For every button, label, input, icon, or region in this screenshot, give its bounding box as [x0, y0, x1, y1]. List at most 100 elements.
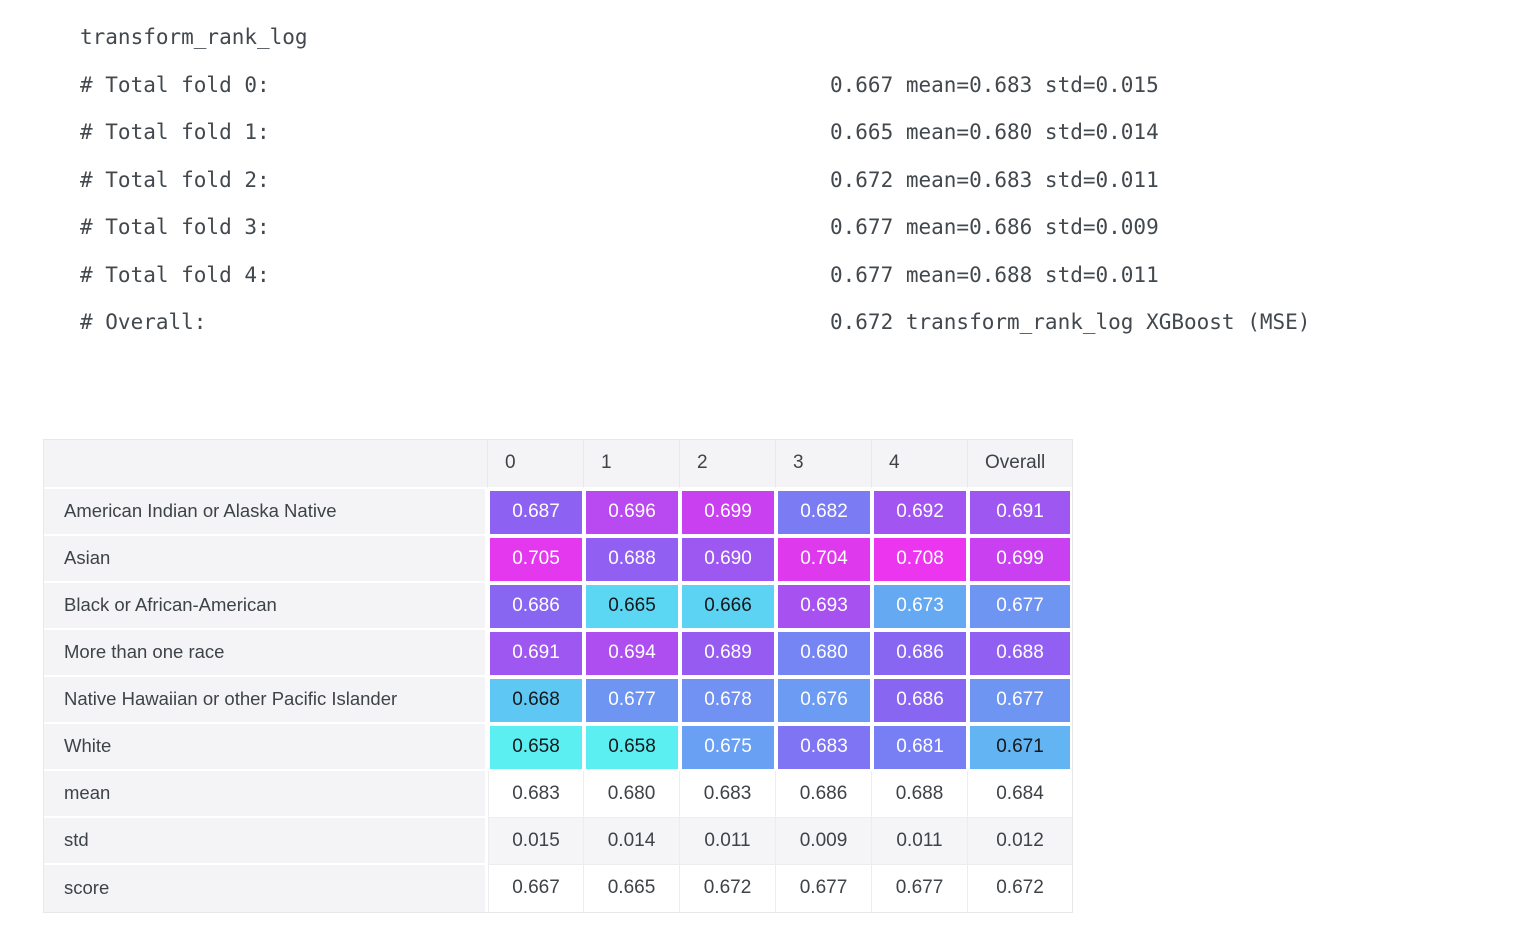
value-cell: 0.684 — [968, 770, 1072, 818]
heat-cell: 0.692 — [872, 488, 968, 536]
log-line-value: 0.672 mean=0.683 std=0.011 — [830, 167, 1159, 192]
log-line-value: 0.677 mean=0.686 std=0.009 — [830, 215, 1159, 239]
heat-cell: 0.686 — [872, 676, 968, 724]
heat-cell: 0.680 — [776, 629, 872, 677]
value-cell: 0.014 — [584, 817, 680, 865]
row-label: Native Hawaiian or other Pacific Islande… — [44, 676, 488, 724]
value-cell: 0.665 — [584, 864, 680, 912]
row-label: score — [44, 864, 488, 912]
results-table: 0 1 2 3 4 Overall American Indian or Alaska N… — [43, 438, 1073, 913]
value-cell: 0.011 — [872, 817, 968, 865]
value-cell: 0.680 — [584, 770, 680, 818]
value-cell: 0.667 — [488, 864, 584, 912]
corner-header — [44, 439, 488, 489]
column-header: 2 — [680, 439, 776, 489]
table-row: Asian 0.705 0.688 0.690 0.704 0.708 0.699 — [44, 535, 1072, 583]
log-line-label: # Overall: — [80, 310, 207, 334]
log-line-value: 0.667 mean=0.683 std=0.015 — [830, 72, 1159, 97]
heat-cell: 0.668 — [488, 676, 584, 724]
log-line-label: # Total fold 2: — [80, 167, 270, 192]
value-cell: 0.009 — [776, 817, 872, 865]
heat-cell: 0.686 — [872, 629, 968, 677]
log-line: # Total fold 3: 0.677 mean=0.686 std=0.00… — [80, 204, 1528, 252]
heat-cell: 0.671 — [968, 723, 1072, 771]
column-header: 4 — [872, 439, 968, 489]
heat-cell: 0.675 — [680, 723, 776, 771]
table-row: More than one race 0.691 0.694 0.689 0.680 0.… — [44, 629, 1072, 677]
table-row: score 0.667 0.665 0.672 0.677 0.677 0.672 — [44, 864, 1072, 912]
row-label: Asian — [44, 535, 488, 583]
log-line: # Total fold 1: 0.665 mean=0.680 std=0.01… — [80, 109, 1528, 157]
heat-cell: 0.696 — [584, 488, 680, 536]
log-title: transform_rank_log — [80, 25, 308, 49]
log-line-value: 0.665 mean=0.680 std=0.014 — [830, 120, 1159, 144]
column-header: 0 — [488, 439, 584, 489]
log-line: # Overall: 0.672 transform_rank_log XGBoo… — [80, 299, 1528, 347]
table-row: std 0.015 0.014 0.011 0.009 0.011 0.012 — [44, 817, 1072, 865]
value-cell: 0.688 — [872, 770, 968, 818]
log-line-label: # Total fold 1: — [80, 120, 270, 144]
heat-cell: 0.666 — [680, 582, 776, 630]
heat-cell: 0.699 — [968, 535, 1072, 583]
value-cell: 0.683 — [680, 770, 776, 818]
value-cell: 0.677 — [776, 864, 872, 912]
heat-cell: 0.705 — [488, 535, 584, 583]
row-label: std — [44, 817, 488, 865]
row-label: White — [44, 723, 488, 771]
row-label: American Indian or Alaska Native — [44, 488, 488, 536]
heat-cell: 0.686 — [488, 582, 584, 630]
heat-cell: 0.677 — [968, 676, 1072, 724]
header-row: 0 1 2 3 4 Overall — [44, 439, 1072, 489]
value-cell: 0.683 — [488, 770, 584, 818]
table-row: White 0.658 0.658 0.675 0.683 0.681 0.671 — [44, 723, 1072, 771]
heat-cell: 0.681 — [872, 723, 968, 771]
table-row: mean 0.683 0.680 0.683 0.686 0.688 0.684 — [44, 770, 1072, 818]
value-cell: 0.672 — [680, 864, 776, 912]
heat-cell: 0.688 — [584, 535, 680, 583]
heat-cell: 0.689 — [680, 629, 776, 677]
row-label: More than one race — [44, 629, 488, 677]
heat-cell: 0.673 — [872, 582, 968, 630]
value-cell: 0.011 — [680, 817, 776, 865]
column-header: 3 — [776, 439, 872, 489]
value-cell: 0.686 — [776, 770, 872, 818]
heat-cell: 0.693 — [776, 582, 872, 630]
log-line: # Total fold 0: 0.667 mean=0.683 std=0.01… — [80, 62, 1528, 110]
row-label: mean — [44, 770, 488, 818]
heat-cell: 0.688 — [968, 629, 1072, 677]
value-cell: 0.677 — [872, 864, 968, 912]
table-row: American Indian or Alaska Native 0.687 0.6… — [44, 488, 1072, 536]
log-line: # Total fold 4: 0.677 mean=0.688 std=0.01… — [80, 252, 1528, 300]
log-line: # Total fold 2: 0.672 mean=0.683 std=0.01… — [80, 157, 1528, 205]
value-cell: 0.015 — [488, 817, 584, 865]
heat-cell: 0.658 — [584, 723, 680, 771]
heat-cell: 0.677 — [968, 582, 1072, 630]
heat-cell: 0.687 — [488, 488, 584, 536]
log-line-label: # Total fold 3: — [80, 215, 270, 239]
log-line-value: 0.672 transform_rank_log XGBoost (MSE) — [830, 310, 1311, 334]
heat-cell: 0.676 — [776, 676, 872, 724]
column-header: Overall — [968, 439, 1072, 489]
heat-cell: 0.690 — [680, 535, 776, 583]
value-cell: 0.672 — [968, 864, 1072, 912]
table-row: Black or African-American 0.686 0.665 0.666… — [44, 582, 1072, 630]
log-line-label: # Total fold 4: — [80, 262, 270, 287]
heat-cell: 0.691 — [488, 629, 584, 677]
heat-cell: 0.665 — [584, 582, 680, 630]
heat-cell: 0.708 — [872, 535, 968, 583]
heat-cell: 0.682 — [776, 488, 872, 536]
log-block: transform_rank_log # Total fold 0: 0.667 … — [80, 14, 1528, 347]
heat-cell: 0.699 — [680, 488, 776, 536]
heat-cell: 0.677 — [584, 676, 680, 724]
value-cell: 0.012 — [968, 817, 1072, 865]
column-header: 1 — [584, 439, 680, 489]
heat-cell: 0.694 — [584, 629, 680, 677]
log-line-value: 0.677 mean=0.688 std=0.011 — [830, 262, 1159, 287]
heat-cell: 0.704 — [776, 535, 872, 583]
log-line-label: # Total fold 0: — [80, 72, 270, 97]
table-body: American Indian or Alaska Native 0.687 0.6… — [44, 488, 1072, 912]
heat-cell: 0.678 — [680, 676, 776, 724]
row-label: Black or African-American — [44, 582, 488, 630]
heat-cell: 0.658 — [488, 723, 584, 771]
heat-cell: 0.683 — [776, 723, 872, 771]
